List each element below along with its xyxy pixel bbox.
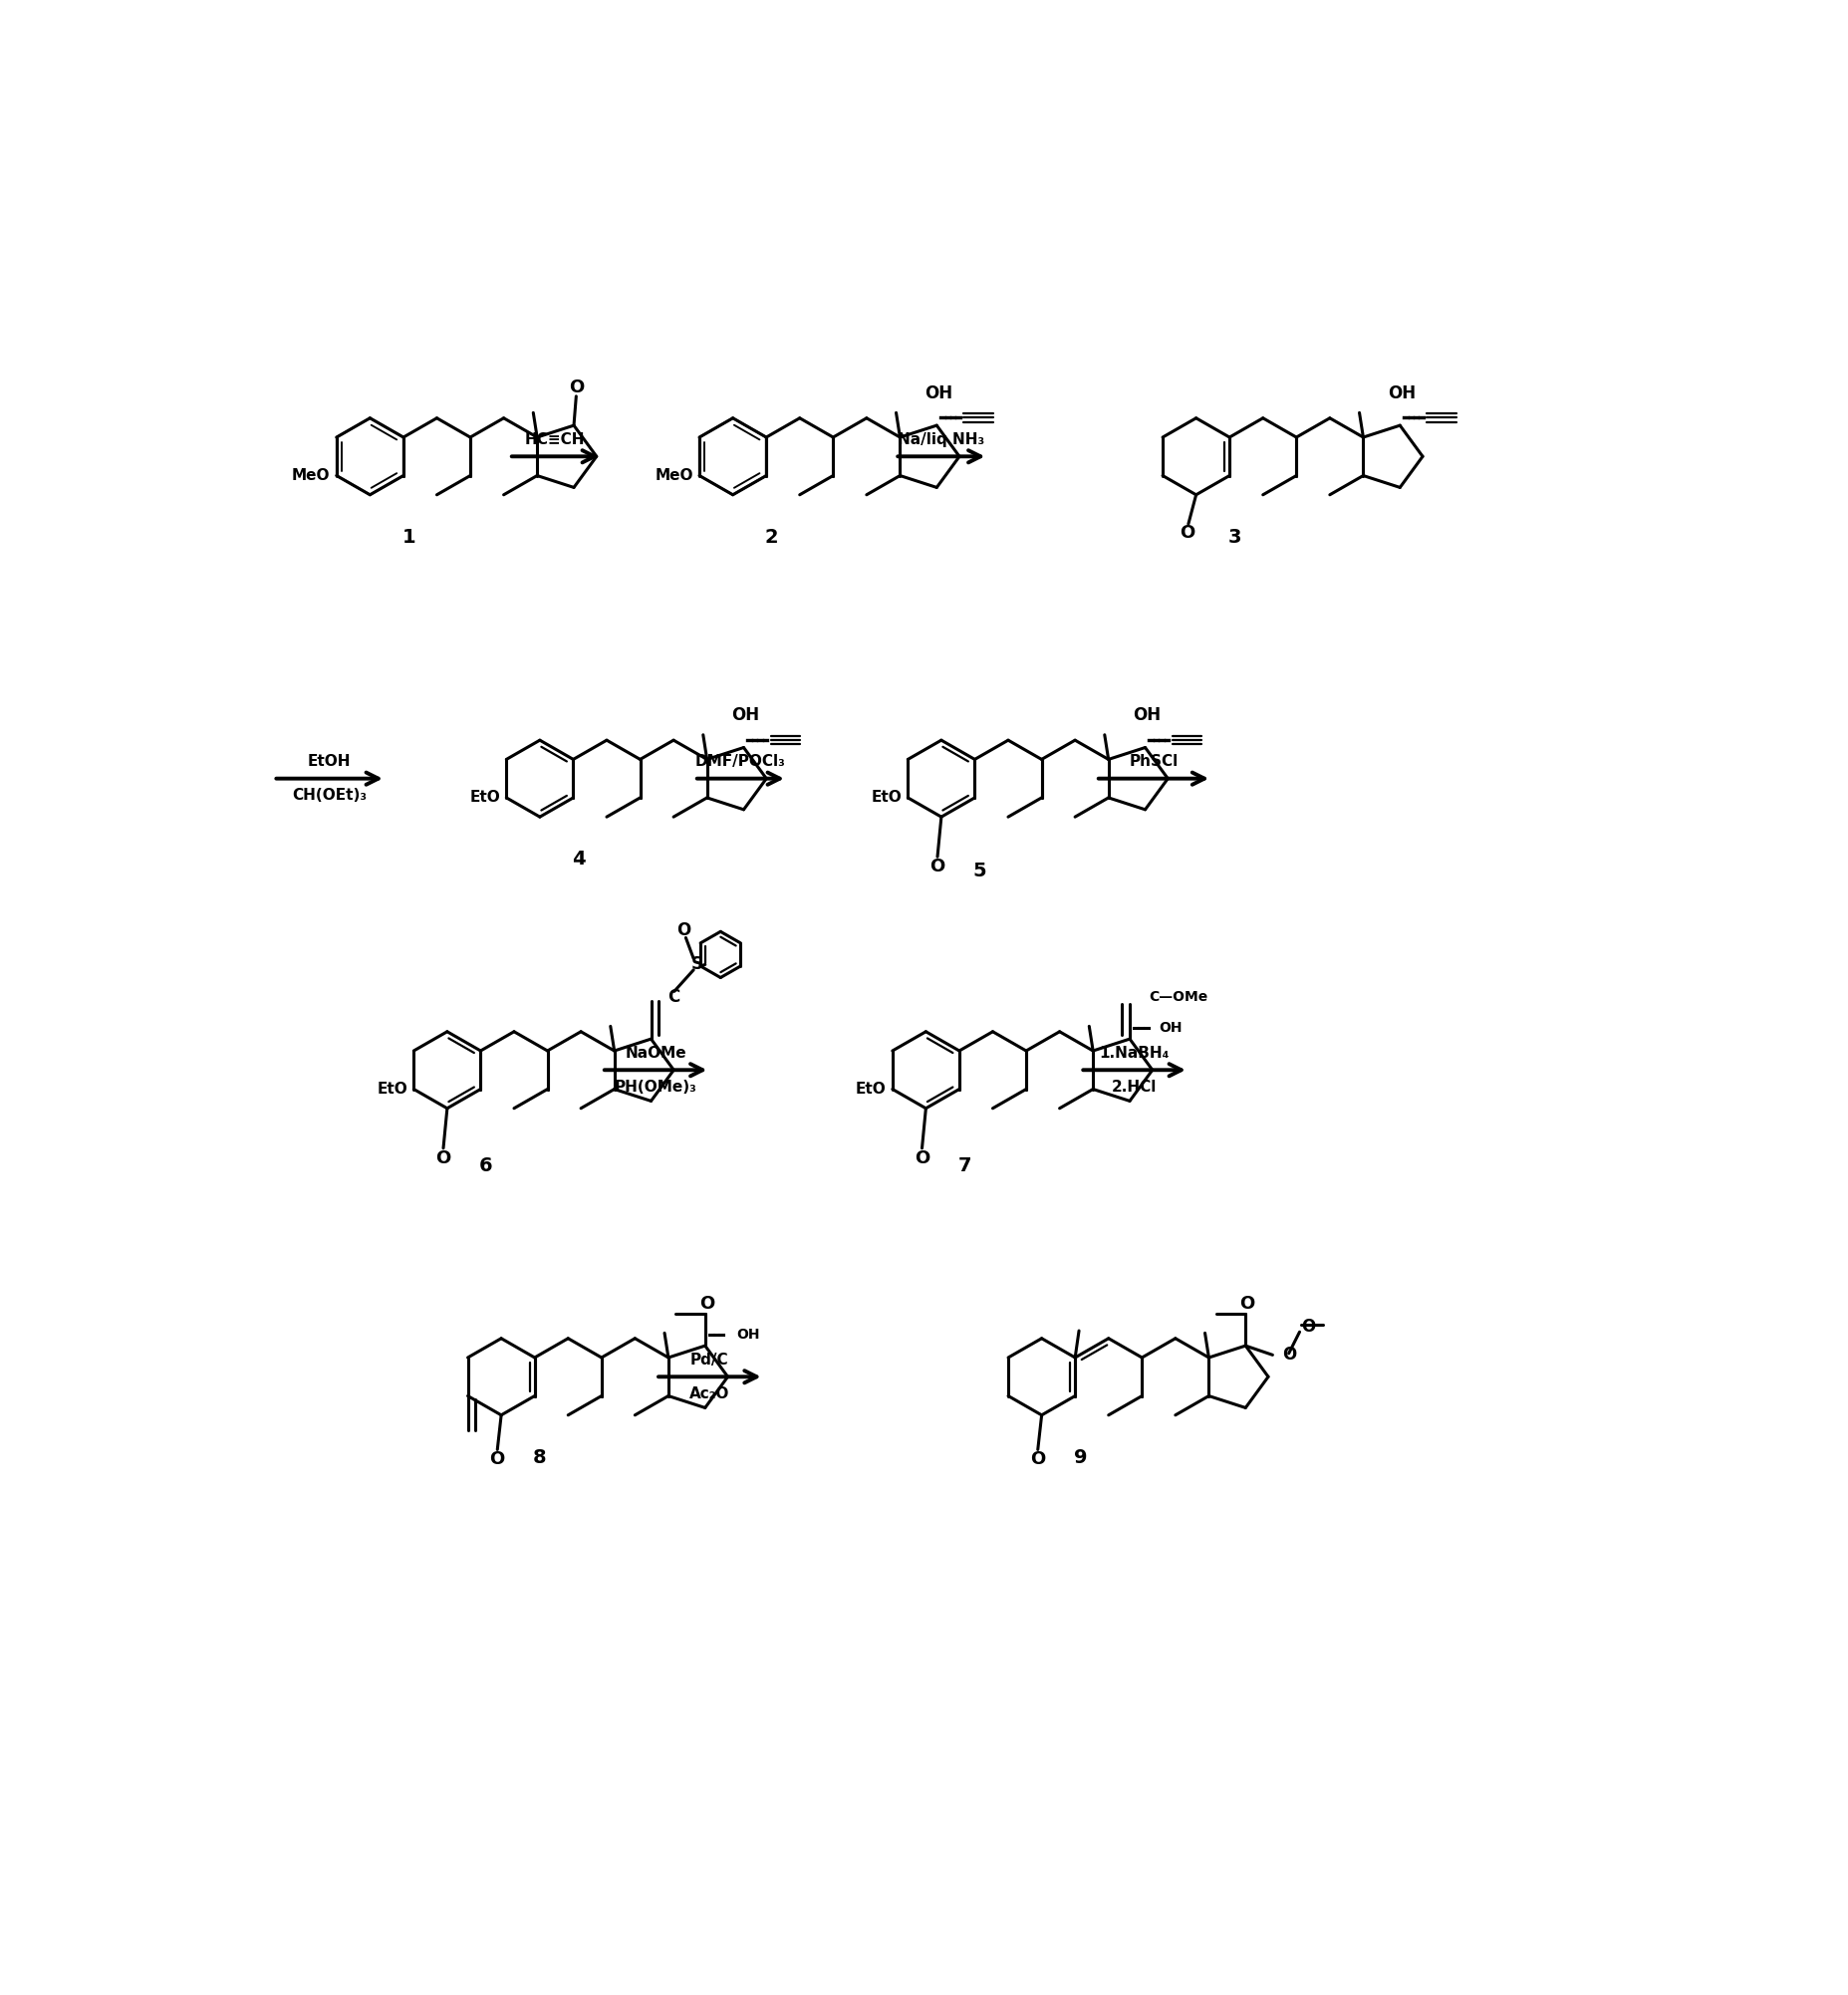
Text: O: O [1301,1317,1316,1335]
Text: O: O [1029,1450,1046,1468]
Text: MeO: MeO [654,469,693,483]
Text: PhSCl: PhSCl [1129,754,1179,770]
Text: 6: 6 [479,1157,493,1175]
Text: S: S [691,956,704,974]
Text: O: O [915,1149,930,1167]
Text: 9: 9 [1074,1448,1087,1466]
Text: PH(OMe)₃: PH(OMe)₃ [614,1079,697,1095]
Text: O: O [1179,525,1194,543]
Text: 1: 1 [401,527,416,547]
Text: O: O [490,1450,505,1468]
Text: OH: OH [1133,706,1161,724]
Text: 4: 4 [571,850,586,868]
Text: Na/liq NH₃: Na/liq NH₃ [898,433,985,447]
Text: Ac₂O: Ac₂O [689,1387,730,1400]
Text: O: O [1283,1347,1297,1365]
Text: DMF/POCl₃: DMF/POCl₃ [695,754,785,770]
Text: C—OMe: C—OMe [1149,990,1209,1003]
Text: CH(OEt)₃: CH(OEt)₃ [292,788,368,802]
Text: 8: 8 [532,1448,547,1466]
Text: OH: OH [736,1327,760,1341]
Text: OH: OH [1388,385,1416,403]
Text: 2.HCl: 2.HCl [1112,1079,1157,1095]
Text: EtOH: EtOH [309,754,351,770]
Text: NaOMe: NaOMe [625,1045,686,1061]
Text: OH: OH [924,385,952,403]
Text: OH: OH [732,706,760,724]
Text: O: O [676,922,691,940]
Text: MeO: MeO [292,469,331,483]
Text: O: O [569,379,584,397]
Text: 7: 7 [957,1157,972,1175]
Text: 5: 5 [974,862,987,880]
Text: 1.NaBH₄: 1.NaBH₄ [1100,1045,1170,1061]
Text: 2: 2 [765,527,778,547]
Text: C: C [667,988,680,1005]
Text: EtO: EtO [870,790,902,806]
Text: OH: OH [1159,1021,1183,1035]
Text: HC≡CH: HC≡CH [525,433,586,447]
Text: EtO: EtO [469,790,501,806]
Text: O: O [930,858,944,876]
Text: 3: 3 [1227,527,1242,547]
Text: O: O [699,1295,713,1313]
Text: O: O [1240,1295,1255,1313]
Text: EtO: EtO [377,1081,408,1097]
Text: Pd/C: Pd/C [691,1353,728,1367]
Text: EtO: EtO [856,1081,887,1097]
Text: O: O [436,1149,451,1167]
